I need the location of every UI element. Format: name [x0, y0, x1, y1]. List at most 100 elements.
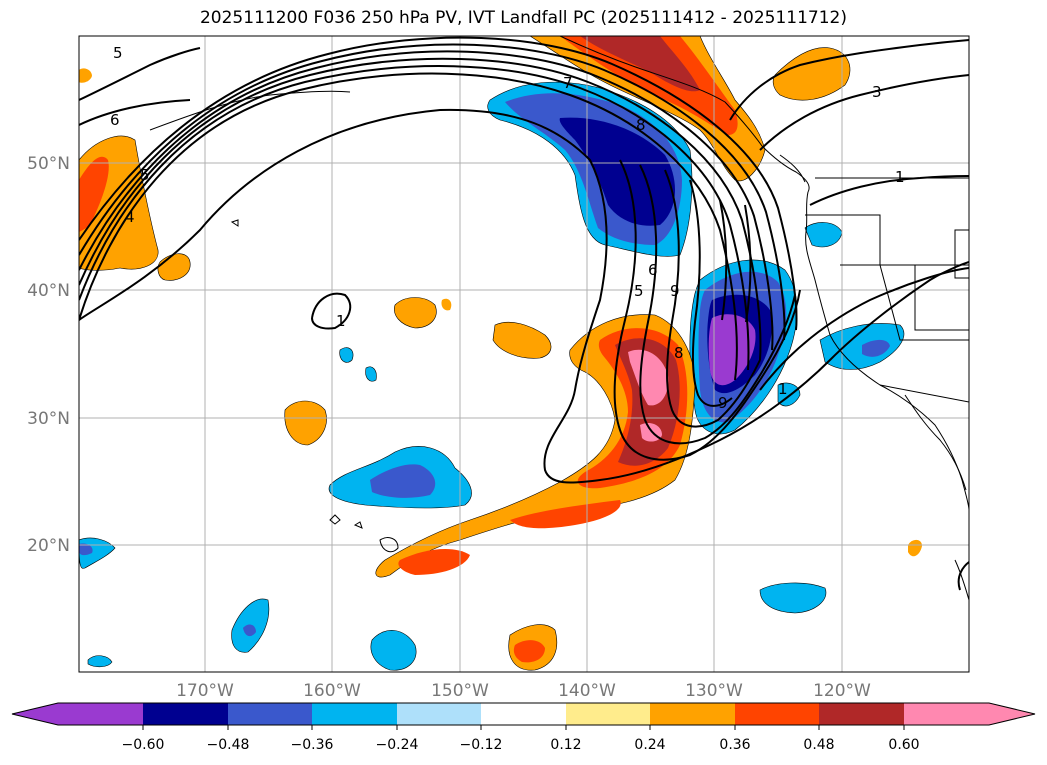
field-plume-tail-red	[398, 548, 470, 575]
pv-contour-10	[664, 169, 761, 428]
colorbar-swatch	[312, 703, 397, 725]
colorbar: −0.60 −0.48 −0.36 −0.24 −0.12 0.12 0.24 …	[11, 702, 1036, 753]
colorbar-swatch	[904, 703, 989, 725]
colorbar-tick-label: 0.12	[550, 737, 581, 753]
pv-contour-11	[689, 179, 733, 407]
field-blue-blob-2	[759, 582, 827, 614]
colorbar-tick-label: 0.24	[634, 737, 665, 753]
contour-label: 4	[125, 208, 135, 226]
field-nw-orange	[79, 68, 92, 83]
pv-contour-6	[79, 36, 798, 331]
map-frame	[78, 35, 970, 673]
lon-label: 120°W	[813, 681, 871, 701]
pv-contours	[79, 36, 969, 591]
colorbar-outline	[11, 702, 1036, 726]
field-blue-blob-9	[339, 347, 354, 363]
lon-label: 140°W	[558, 681, 616, 701]
border-state-5	[954, 229, 969, 279]
pv-contour-7	[79, 108, 969, 484]
colorbar-swatch	[650, 703, 735, 725]
contour-label: 8	[674, 344, 684, 362]
colorbar-ticks	[142, 725, 905, 730]
coastlines	[149, 36, 969, 601]
border-us-mexico	[879, 384, 969, 403]
pv-contour-9	[639, 164, 796, 445]
lat-label: 30°N	[27, 409, 70, 429]
colorbar-tick-label: −0.60	[122, 737, 165, 753]
map-panel: 5 6 5 4 7 8 3 1 1 1 5 6 9 8 9	[78, 35, 970, 673]
coast-hawaii-1	[329, 514, 341, 525]
field-orange-blob-3	[284, 400, 327, 446]
contour-label: 5	[634, 282, 644, 300]
pv-contour-8	[613, 159, 801, 461]
colorbar-swatch	[481, 703, 566, 725]
field-ne-orange	[772, 47, 851, 101]
coast-alaska	[559, 36, 810, 193]
pv-contour-19	[809, 175, 969, 206]
pv-contour-21	[957, 561, 969, 591]
field-cyclone-purple	[708, 314, 756, 386]
field-west-red	[79, 156, 109, 232]
coast-baja	[904, 394, 967, 491]
contour-label: 1	[336, 312, 346, 330]
field-orange-blob-5	[908, 539, 922, 557]
colorbar-tick-label: 0.60	[888, 737, 919, 753]
lon-label: 170°W	[176, 681, 234, 701]
colorbar-extend-high	[989, 703, 1035, 725]
coast-vancouver	[779, 154, 806, 183]
field-plume-pink	[628, 349, 669, 406]
pv-contour-12	[719, 199, 728, 321]
field-blue-blob-4	[370, 630, 417, 671]
field-blue-blob-3-inner	[243, 624, 256, 637]
pv-contour-labels: 5 6 5 4 7 8 3 1 1 1 5 6 9 8 9	[110, 44, 905, 412]
colorbar-tick-label: 0.48	[803, 737, 834, 753]
colorbar-tick-label: −0.12	[460, 737, 503, 753]
contour-label: 7	[563, 74, 573, 92]
lat-label: 20°N	[27, 536, 70, 556]
field-blue-blob-1-inner	[370, 464, 436, 498]
border-state-4	[914, 265, 969, 331]
colorbar-swatch	[735, 703, 819, 725]
colorbar-swatch	[566, 703, 650, 725]
pv-contour-17	[729, 39, 969, 121]
pv-contour-14	[79, 99, 191, 126]
field-blue-blob-11	[365, 366, 377, 382]
border-state-1	[805, 214, 881, 265]
contour-label: 1	[778, 380, 788, 398]
colorbar-tick-label: −0.24	[376, 737, 419, 753]
graticule	[79, 36, 969, 672]
colorbar-tick-label: −0.36	[291, 737, 334, 753]
border-state-3	[879, 264, 969, 341]
colorbar-tick-label: −0.48	[207, 737, 250, 753]
field-plume-south-red	[510, 500, 621, 529]
pv-contour-16	[311, 292, 352, 330]
colorbar-swatch	[143, 703, 228, 725]
latitude-labels: 50°N 40°N 30°N 20°N	[27, 154, 70, 556]
colorbar-swatch	[228, 703, 312, 725]
contour-label: 8	[636, 116, 646, 134]
contour-label: 9	[718, 394, 728, 412]
contour-label: 6	[110, 111, 120, 129]
pv-contour-15	[79, 47, 201, 101]
coast-island	[230, 219, 239, 227]
contour-label: 9	[670, 282, 680, 300]
pv-contour-3	[79, 57, 762, 361]
longitude-labels: 170°W 160°W 150°W 140°W 130°W 120°W	[176, 681, 871, 701]
lon-label: 150°W	[431, 681, 489, 701]
field-blue-blob-5-inner	[79, 543, 93, 556]
field-orange-blob-1	[394, 297, 437, 329]
contour-label: 5	[140, 166, 150, 184]
contour-label: 5	[113, 44, 123, 62]
field-orange-blob-2	[492, 321, 552, 359]
coast-hawaii-2	[353, 521, 363, 529]
lat-label: 40°N	[27, 281, 70, 301]
pv-contour-5	[79, 43, 786, 341]
field-blue-blob-10	[87, 655, 113, 668]
lat-label: 50°N	[27, 154, 70, 174]
pv-contour-18	[759, 74, 969, 151]
pv-contour-13	[744, 204, 752, 323]
field-gulf-darkred	[580, 36, 700, 92]
colorbar-tick-label: 0.36	[719, 737, 750, 753]
field-trough-navy	[559, 117, 676, 226]
